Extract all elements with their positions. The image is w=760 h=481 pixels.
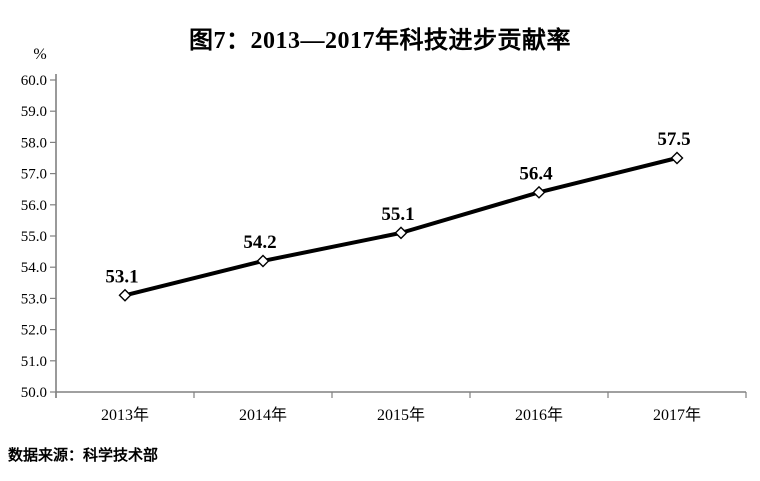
x-category-label: 2014年 (239, 406, 287, 424)
data-point-label: 53.1 (105, 266, 138, 287)
x-category-label: 2013年 (101, 406, 149, 424)
data-point-label: 56.4 (519, 163, 553, 184)
data-point-label: 55.1 (381, 204, 414, 225)
data-point-marker (394, 226, 408, 240)
y-axis-unit-label: % (33, 46, 47, 63)
y-tick-label: 59.0 (21, 104, 47, 120)
y-tick-label: 52.0 (21, 323, 47, 339)
y-tick-label: 58.0 (21, 135, 47, 151)
y-tick-label: 55.0 (21, 229, 47, 245)
y-tick-label: 53.0 (21, 291, 47, 307)
y-tick-label: 51.0 (21, 354, 47, 370)
y-tick-label: 57.0 (21, 167, 47, 183)
data-point-label: 54.2 (243, 232, 276, 253)
data-point-marker (256, 254, 270, 268)
data-source-note: 数据来源：科学技术部 (8, 446, 159, 464)
data-point-marker (532, 185, 546, 199)
x-category-label: 2016年 (515, 406, 563, 424)
chart-title: 图7：2013—2017年科技进步贡献率 (189, 28, 571, 54)
y-tick-label: 54.0 (21, 260, 47, 276)
x-category-label: 2015年 (377, 406, 425, 424)
y-tick-label: 50.0 (21, 385, 47, 401)
y-tick-label: 56.0 (21, 198, 47, 214)
y-tick-label: 60.0 (21, 73, 47, 89)
data-point-marker (670, 151, 684, 165)
data-point-marker (118, 288, 132, 302)
data-point-label: 57.5 (657, 129, 690, 150)
x-category-label: 2017年 (653, 406, 701, 424)
